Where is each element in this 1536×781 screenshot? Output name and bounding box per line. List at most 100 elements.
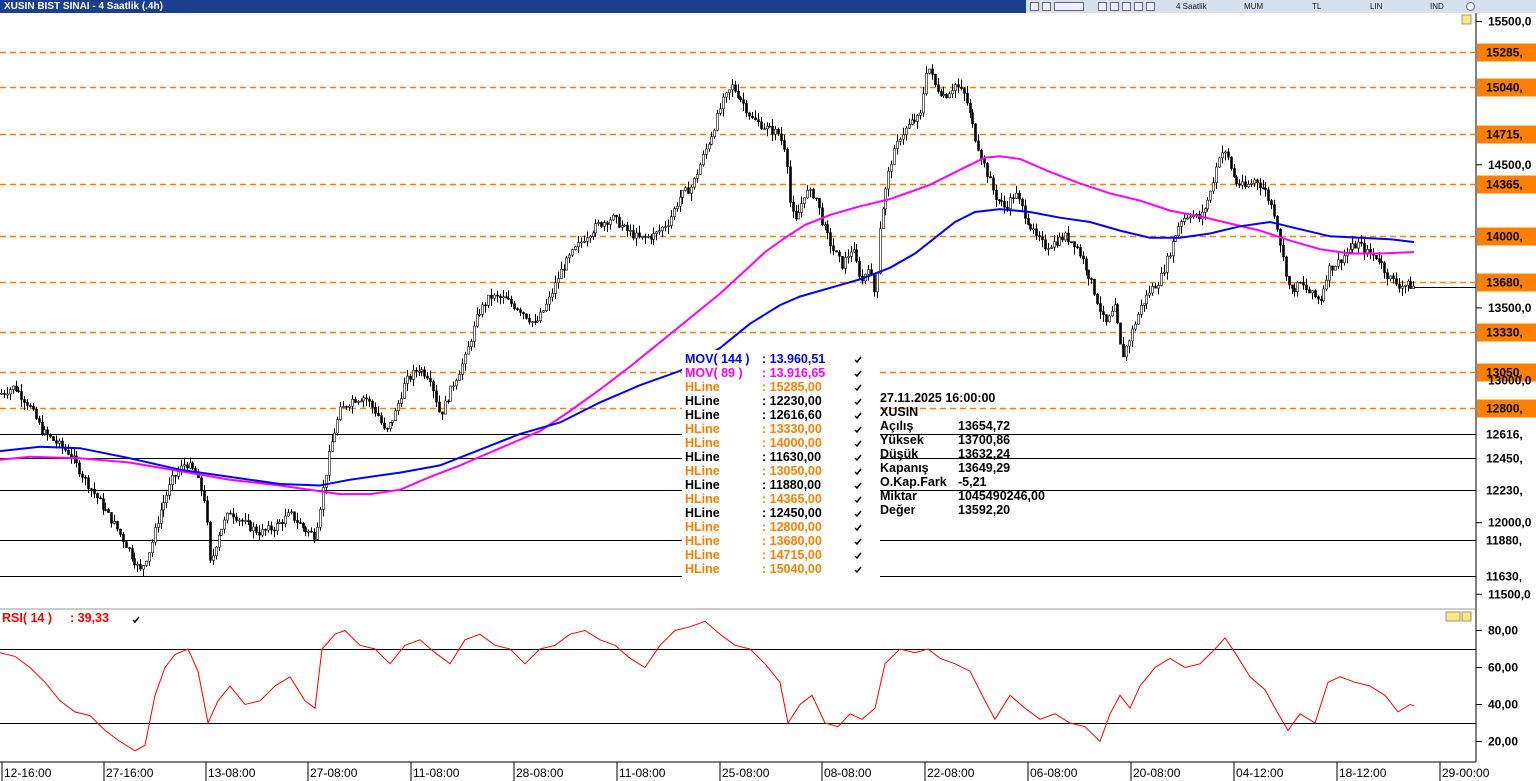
template-icon[interactable] [1054, 2, 1084, 11]
candle-body-401 [1163, 271, 1166, 274]
candle-body-149 [432, 381, 435, 392]
legend-check-icon-1[interactable] [854, 370, 862, 378]
candle-body-437 [1267, 189, 1270, 201]
legend-value-4: : 12616,60 [762, 408, 822, 422]
candle-body-228 [661, 226, 664, 231]
legend-check-icon-2[interactable] [854, 384, 862, 392]
close-icon[interactable] [1466, 2, 1475, 11]
legend-check-icon-15[interactable] [854, 566, 862, 574]
candle-body-195 [565, 257, 568, 271]
candle-body-124 [360, 400, 363, 403]
crosshair-icon[interactable] [1146, 2, 1155, 11]
candles-layer [0, 64, 1415, 576]
info-date: 27.11.2025 16:00:00 [880, 391, 995, 405]
candle-body-26 [75, 455, 78, 464]
candle-body-292 [847, 256, 850, 258]
legend-check-icon-13[interactable] [854, 538, 862, 546]
candle-body-147 [426, 375, 429, 379]
candle-body-307 [890, 164, 893, 172]
candle-body-268 [777, 128, 780, 135]
candle-body-278 [806, 189, 809, 199]
candle-body-258 [748, 112, 751, 117]
candle-body-229 [664, 226, 667, 228]
candle-body-335 [971, 112, 974, 125]
hline-label-bg-4 [1477, 227, 1536, 246]
indicator-icon[interactable] [1134, 2, 1143, 11]
candle-body-105 [304, 527, 307, 533]
candle-body-447 [1296, 281, 1299, 292]
x-tick-label-9: 22-08:00 [927, 766, 975, 780]
legend-check-icon-11[interactable] [854, 510, 862, 518]
chart-type-icon[interactable] [1042, 2, 1051, 11]
legend-check-icon-8[interactable] [854, 468, 862, 476]
legend-check-icon-0[interactable] [854, 356, 862, 364]
zoom-out-icon[interactable] [1110, 2, 1119, 11]
rsi-y-ticks: 80,00 60,00 40,00 20,00 [1476, 624, 1518, 749]
candle-body-325 [942, 94, 945, 97]
candle-body-129 [374, 407, 377, 414]
legend-check-icon-9[interactable] [854, 482, 862, 490]
candle-body-207 [600, 222, 603, 227]
candle-body-429 [1244, 181, 1247, 188]
candle-body-350 [1015, 192, 1018, 199]
legend-check-icon-4[interactable] [854, 412, 862, 420]
candle-body-343 [995, 189, 998, 201]
candle-body-145 [420, 369, 423, 372]
y-tick-label-2: 13500,0 [1488, 301, 1532, 315]
candle-body-217 [629, 230, 632, 232]
candle-body-260 [754, 117, 757, 120]
candle-body-453 [1314, 290, 1317, 297]
candle-body-345 [1000, 200, 1003, 202]
candle-body-310 [899, 138, 902, 142]
legend-value-6: : 14000,00 [762, 436, 822, 450]
scroll-icon[interactable] [1461, 14, 1472, 25]
legend-check-icon-6[interactable] [854, 440, 862, 448]
candle-body-114 [331, 441, 334, 452]
candle-body-144 [418, 371, 421, 373]
candle-body-23 [67, 449, 70, 455]
legend-check-icon-10[interactable] [854, 496, 862, 504]
legend-check-icon-5[interactable] [854, 426, 862, 434]
toolbar-currency[interactable]: TL [1312, 2, 1322, 11]
legend-name-8: HLine [685, 464, 720, 478]
rsi-value: : 39,33 [70, 611, 109, 625]
candle-body-393 [1140, 304, 1143, 315]
toolbar-scale[interactable]: LIN [1370, 2, 1383, 11]
hline-label-bg-2 [1477, 125, 1536, 144]
candle-body-31 [90, 488, 93, 490]
candle-body-434 [1259, 182, 1262, 188]
draw-icon[interactable] [1122, 2, 1131, 11]
toolbar-candle[interactable]: MUM [1244, 2, 1264, 11]
candle-body-32 [93, 488, 96, 494]
zoom-in-icon[interactable] [1098, 2, 1107, 11]
legend-check-icon-3[interactable] [854, 398, 862, 406]
legend-check-icon-12[interactable] [854, 524, 862, 532]
settings-icon[interactable] [1030, 2, 1039, 11]
legend-check-icon-7[interactable] [854, 454, 862, 462]
hline-label-6: 13330, [1486, 326, 1523, 340]
candle-body-56 [162, 502, 165, 511]
candle-body-13 [38, 418, 41, 423]
candle-body-164 [476, 314, 479, 327]
candle-body-20 [58, 440, 61, 444]
candle-body-326 [945, 94, 948, 99]
candle-body-5 [15, 385, 18, 392]
rsi-check-icon[interactable] [132, 616, 140, 624]
toolbar-indicator[interactable]: IND [1430, 2, 1444, 11]
candle-body-24 [70, 454, 73, 458]
candle-body-190 [551, 293, 554, 298]
toolbar-period[interactable]: 4 Saatlik [1176, 2, 1207, 11]
candle-body-231 [670, 216, 673, 226]
legend-check-icon-14[interactable] [854, 552, 862, 560]
rsi-close-icon[interactable] [1461, 611, 1472, 622]
candle-body-456 [1322, 288, 1325, 302]
rsi-scroll-icon[interactable] [1445, 611, 1461, 622]
candle-body-130 [377, 412, 380, 416]
x-tick-label-14: 29-00:00 [1442, 766, 1490, 780]
candle-body-261 [757, 119, 760, 123]
candle-body-14 [41, 422, 44, 435]
info-change-label: O.Kap.Fark [880, 475, 947, 489]
info-high-label: Yüksek [880, 433, 924, 447]
candle-body-146 [423, 369, 426, 377]
candle-body-142 [412, 370, 415, 380]
